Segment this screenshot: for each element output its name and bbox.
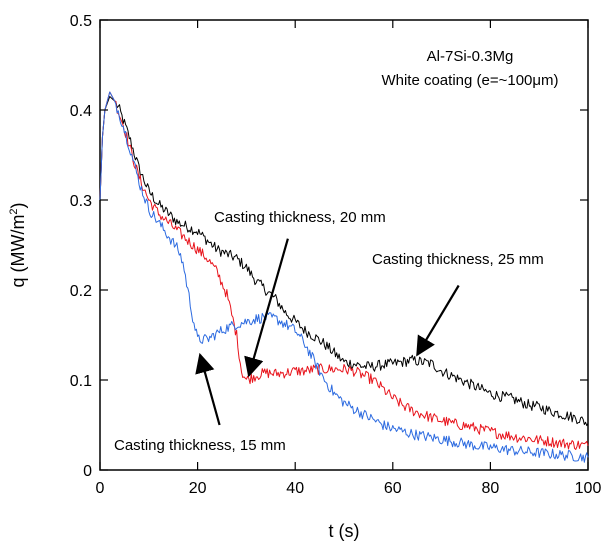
series-line-0: [99, 96, 589, 427]
x-tick-label: 40: [286, 480, 304, 497]
arrows-layer: [195, 238, 460, 426]
x-tick-label: 20: [189, 480, 207, 497]
annotation-arrow-label_20: [244, 238, 289, 378]
y-tick-label: 0: [83, 463, 92, 480]
x-tick-label: 0: [96, 480, 105, 497]
annotation-alloy: Al-7Si-0.3Mg: [427, 48, 514, 65]
series-line-1: [99, 91, 589, 450]
series-line-2: [99, 91, 589, 463]
y-tick-label: 0.4: [70, 103, 92, 120]
plot-frame: [99, 19, 589, 471]
y-tick-label: 0.5: [70, 13, 92, 30]
annotation-arrow-label_15: [195, 352, 221, 426]
ticks-layer: 0 20 40 60 80 100 0 0.1 0.2 0.3 0.4 0.5: [70, 13, 602, 497]
annotation-thickness-20: Casting thickness, 20 mm: [214, 209, 386, 226]
y-tick-label: 0.1: [70, 373, 92, 390]
annotation-coating: White coating (e=~100μm): [381, 72, 558, 89]
y-axis-title-main: q (MW/m: [8, 215, 28, 288]
annotation-thickness-25: Casting thickness, 25 mm: [372, 251, 544, 268]
y-tick-label: 0.3: [70, 193, 92, 210]
x-tick-label: 80: [482, 480, 500, 497]
annotation-arrow-label_25: [416, 284, 460, 357]
y-tick-label: 0.2: [70, 283, 92, 300]
y-axis-title: q (MW/m2): [8, 202, 28, 287]
x-axis-title: t (s): [329, 521, 360, 541]
y-axis-title-sup: 2: [8, 208, 20, 214]
annotation-thickness-15: Casting thickness, 15 mm: [114, 437, 286, 454]
x-tick-label: 60: [384, 480, 402, 497]
x-tick-label: 100: [575, 480, 602, 497]
series-layer: [99, 91, 589, 463]
y-axis-title-end: ): [8, 202, 28, 208]
